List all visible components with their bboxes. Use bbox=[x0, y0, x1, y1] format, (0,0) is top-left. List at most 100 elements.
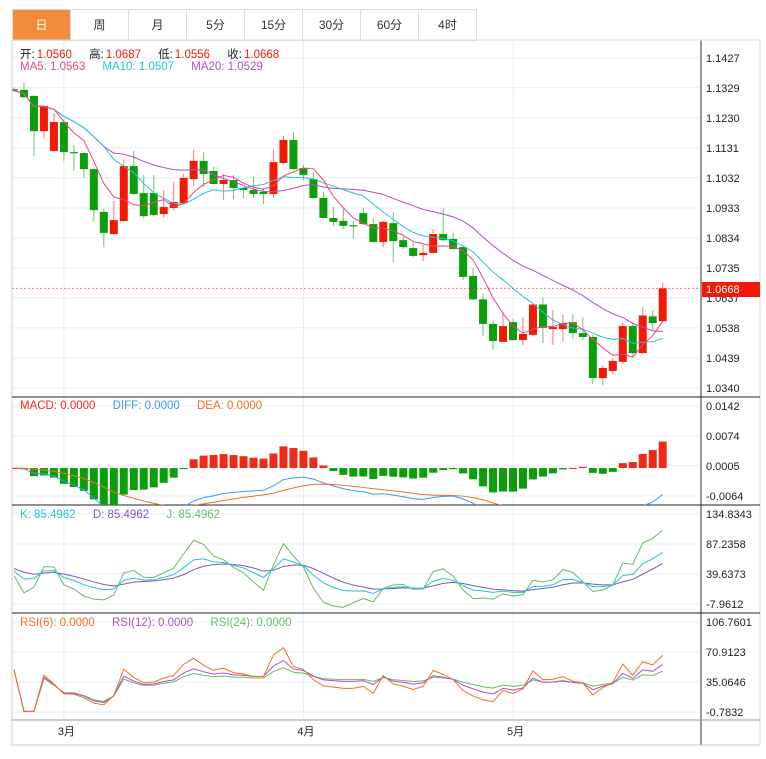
macd-bar bbox=[449, 468, 458, 470]
macd-bar bbox=[469, 468, 478, 480]
macd-bar bbox=[509, 468, 517, 492]
macd-bar bbox=[479, 468, 488, 487]
price-tick: 1.1230 bbox=[706, 113, 740, 125]
candle-body bbox=[638, 315, 647, 354]
candle bbox=[289, 132, 298, 171]
tab-week[interactable]: 周 bbox=[71, 10, 129, 40]
candle bbox=[99, 208, 108, 248]
candle-body bbox=[299, 167, 308, 175]
candle-body bbox=[618, 326, 627, 362]
candle bbox=[598, 364, 607, 385]
candle bbox=[159, 190, 168, 218]
candle-body bbox=[149, 193, 158, 215]
macd-bar bbox=[459, 468, 468, 474]
candle bbox=[469, 268, 478, 300]
ma-legend: MA5: 1.0563 MA10: 1.0507 MA20: 1.0529 bbox=[20, 61, 265, 73]
y-axis-ticks: 1.1427 1.1329 1.1230 1.1131 1.1032 1.093… bbox=[702, 53, 760, 719]
diff-line bbox=[13, 467, 664, 505]
price-tick: 1.0735 bbox=[706, 263, 740, 275]
rsi-tick: 70.9123 bbox=[706, 647, 746, 659]
macd-bar bbox=[399, 468, 408, 478]
candle-body bbox=[49, 122, 58, 151]
dea-legend-value: DEA: 0.0000 bbox=[196, 400, 263, 412]
candle-body bbox=[289, 139, 298, 170]
candle bbox=[179, 173, 188, 205]
macd-legend: MACD: 0.0000 DIFF: 0.0000 DEA: 0.0000 bbox=[20, 400, 264, 412]
candle-body bbox=[528, 304, 537, 335]
candle bbox=[279, 136, 288, 164]
close-label: 收: bbox=[227, 49, 242, 61]
ohlc-legend: 开: 1.0560 高: 1.0687 低: 1.0556 收: 1.0668 bbox=[20, 46, 281, 62]
candle-body bbox=[459, 247, 468, 277]
tab-4hour[interactable]: 4时 bbox=[419, 10, 477, 40]
k-legend-value: K: 85.4962 bbox=[20, 509, 76, 521]
candle bbox=[59, 119, 68, 161]
macd-bar bbox=[179, 468, 188, 470]
low-value: 1.0556 bbox=[174, 49, 211, 61]
high-label: 高: bbox=[89, 49, 104, 61]
rsi24-line bbox=[13, 667, 663, 712]
macd-bar bbox=[389, 468, 398, 477]
macd-bar bbox=[279, 446, 288, 469]
price-tick: 1.0340 bbox=[706, 383, 740, 395]
candle bbox=[518, 317, 527, 345]
candle-body bbox=[588, 336, 597, 378]
tab-15min[interactable]: 15分 bbox=[245, 10, 303, 40]
candle bbox=[229, 174, 238, 200]
candle bbox=[89, 167, 98, 222]
d-legend-value: D: 85.4962 bbox=[92, 509, 150, 521]
candle bbox=[369, 217, 378, 243]
rsi6-line bbox=[13, 646, 664, 712]
candle-body bbox=[538, 304, 547, 328]
candle-body bbox=[439, 234, 448, 241]
macd-bar bbox=[658, 441, 667, 469]
ma20-line bbox=[13, 90, 663, 332]
price-tick: 1.1032 bbox=[706, 173, 740, 185]
low-label: 低: bbox=[158, 49, 173, 61]
price-tick: 1.1427 bbox=[706, 53, 740, 65]
k-line bbox=[13, 551, 663, 594]
x-axis-labels: 3月 4月 5月 bbox=[58, 726, 524, 738]
macd-bar bbox=[528, 468, 537, 480]
x-label-march: 3月 bbox=[58, 726, 75, 738]
candle bbox=[29, 95, 38, 157]
tab-month[interactable]: 月 bbox=[129, 10, 187, 40]
candle bbox=[479, 293, 488, 337]
diff-legend-value: DIFF: 0.0000 bbox=[112, 400, 180, 412]
price-tick: 1.1131 bbox=[706, 143, 739, 155]
tab-30min[interactable]: 30分 bbox=[303, 10, 361, 40]
macd-bar bbox=[249, 457, 258, 469]
macd-bar bbox=[29, 468, 38, 477]
candle bbox=[588, 334, 597, 385]
candle bbox=[419, 245, 428, 262]
candle bbox=[608, 357, 617, 375]
candle-body bbox=[239, 187, 248, 191]
macd-bar bbox=[548, 468, 557, 474]
ma10-legend: MA10: 1.0507 bbox=[102, 61, 175, 73]
candle-body bbox=[219, 180, 228, 184]
macd-bar bbox=[588, 468, 597, 473]
candle bbox=[139, 174, 148, 218]
candle bbox=[429, 228, 438, 254]
macd-bar bbox=[159, 468, 168, 483]
close-value: 1.0668 bbox=[243, 49, 280, 61]
candle bbox=[329, 207, 338, 226]
candle-body bbox=[469, 275, 478, 300]
macd-bar bbox=[319, 465, 328, 469]
tab-60min[interactable]: 60分 bbox=[361, 10, 419, 40]
macd-bar bbox=[199, 455, 208, 469]
tab-day[interactable]: 日 bbox=[13, 10, 71, 40]
tab-5min[interactable]: 5分 bbox=[187, 10, 245, 40]
high-value: 1.0687 bbox=[105, 49, 141, 61]
candle bbox=[49, 112, 58, 152]
macd-bar bbox=[409, 468, 418, 479]
candle-body bbox=[648, 316, 657, 324]
candle-body bbox=[499, 326, 508, 342]
period-tabs: 日 周 月 5分 15分 30分 60分 4时 bbox=[12, 9, 477, 41]
candle bbox=[319, 191, 328, 219]
macd-bar bbox=[628, 462, 637, 469]
rsi6-legend-value: RSI(6): 0.0000 bbox=[20, 617, 95, 629]
candle-body bbox=[419, 252, 428, 256]
candle bbox=[628, 322, 637, 357]
